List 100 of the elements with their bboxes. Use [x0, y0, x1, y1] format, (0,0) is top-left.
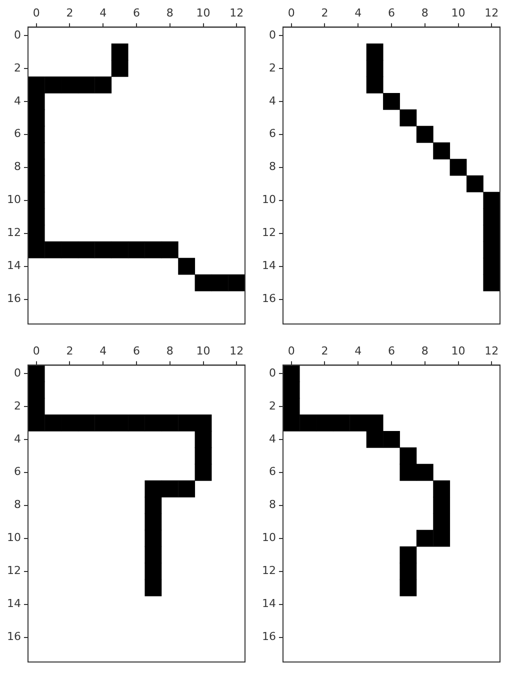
point	[400, 464, 417, 481]
point	[332, 414, 350, 432]
y-tick-label: 0	[268, 28, 276, 42]
y-tick-label: 10	[6, 193, 21, 206]
point	[144, 496, 162, 514]
y-tick-label: 8	[14, 498, 21, 512]
x-tick-label: 8	[166, 6, 174, 20]
point	[128, 241, 145, 258]
y-tick-label: 16	[6, 292, 21, 306]
y-tick-label: 8	[14, 160, 21, 174]
point	[366, 430, 384, 448]
point	[44, 414, 62, 432]
point	[44, 76, 62, 94]
y-tick-label: 4	[268, 432, 276, 446]
x-tick-label: 6	[133, 6, 140, 20]
y-tick-label: 8	[268, 498, 276, 512]
y-tick-label: 6	[268, 127, 276, 140]
point	[366, 76, 384, 94]
point	[483, 224, 500, 242]
x-tick-label: 0	[32, 344, 40, 358]
point	[366, 60, 384, 77]
point	[144, 546, 162, 564]
x-tick-label: 10	[196, 6, 210, 20]
point	[111, 60, 128, 77]
point	[128, 414, 145, 432]
x-tick-label: 4	[354, 344, 362, 358]
point	[28, 109, 45, 126]
point	[78, 414, 95, 432]
y-tick-label: 2	[14, 399, 21, 412]
point	[28, 398, 45, 415]
x-tick-label: 0	[288, 344, 295, 358]
y-tick-label: 16	[262, 630, 276, 644]
point	[194, 447, 212, 464]
y-tick-label: 14	[6, 597, 21, 610]
x-tick-label: 10	[196, 344, 210, 358]
point	[178, 480, 196, 498]
point	[433, 496, 450, 514]
point	[433, 513, 450, 530]
point	[144, 513, 162, 530]
point	[483, 274, 500, 292]
point	[28, 224, 45, 242]
y-tick-label: 4	[14, 432, 21, 446]
point	[483, 192, 500, 209]
point	[144, 530, 162, 547]
point	[28, 192, 45, 209]
y-tick-label: 12	[6, 564, 21, 578]
point	[28, 414, 45, 432]
point	[94, 76, 112, 94]
x-tick-label: 4	[354, 6, 362, 20]
point	[111, 241, 128, 258]
point	[111, 414, 128, 432]
y-tick-label: 12	[262, 226, 276, 240]
point	[433, 480, 450, 498]
y-tick-label: 16	[262, 292, 276, 306]
point	[161, 480, 178, 498]
point	[400, 579, 417, 596]
point	[483, 208, 500, 226]
point	[194, 430, 212, 448]
point	[78, 76, 95, 94]
y-tick-label: 10	[6, 531, 21, 544]
point	[28, 175, 45, 192]
point	[28, 126, 45, 143]
y-tick-label: 0	[14, 366, 21, 380]
y-tick-label: 14	[262, 597, 276, 610]
x-tick-label: 2	[321, 6, 328, 20]
point	[44, 241, 62, 258]
point	[282, 414, 300, 432]
point	[144, 579, 162, 596]
point	[28, 92, 45, 110]
point	[78, 241, 95, 258]
point	[400, 562, 417, 580]
point	[366, 414, 384, 432]
point	[383, 430, 400, 448]
point	[228, 274, 245, 292]
point	[28, 241, 45, 258]
point	[94, 414, 112, 432]
x-tick-label: 12	[484, 6, 499, 20]
y-tick-label: 14	[6, 259, 21, 272]
point	[28, 381, 45, 398]
point	[400, 546, 417, 564]
x-tick-label: 10	[451, 344, 466, 358]
point	[483, 241, 500, 258]
y-tick-label: 16	[6, 630, 21, 644]
point	[466, 175, 484, 192]
x-tick-label: 8	[421, 344, 428, 358]
y-tick-label: 8	[268, 160, 276, 174]
point	[194, 414, 212, 432]
x-tick-label: 0	[32, 6, 40, 20]
x-tick-label: 4	[100, 6, 107, 20]
point	[161, 414, 178, 432]
y-tick-label: 2	[268, 61, 276, 74]
x-tick-label: 8	[166, 344, 174, 358]
point	[194, 464, 212, 481]
point	[400, 109, 417, 126]
x-tick-label: 10	[451, 6, 466, 20]
x-tick-label: 0	[288, 6, 295, 20]
point	[383, 92, 400, 110]
point	[416, 126, 434, 143]
y-tick-label: 12	[262, 564, 276, 578]
point	[144, 414, 162, 432]
